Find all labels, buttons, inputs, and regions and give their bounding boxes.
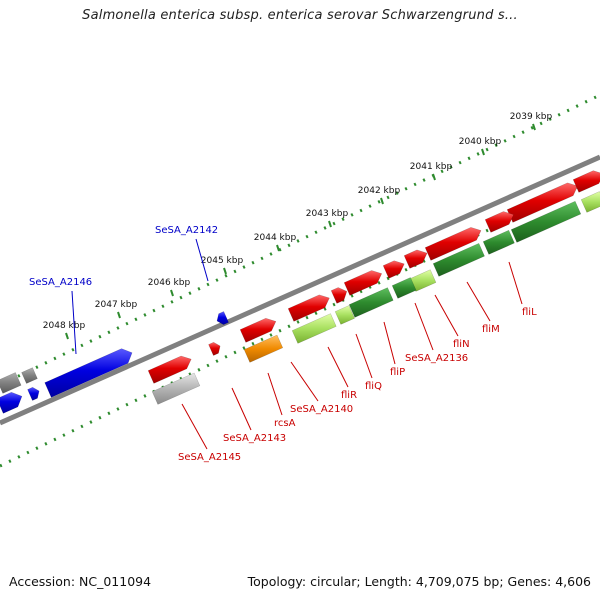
tick-label: 2042 kbp bbox=[358, 186, 401, 196]
gene-feature[interactable] bbox=[572, 170, 600, 193]
gene-label-leader bbox=[414, 302, 434, 351]
gene-label-leader bbox=[327, 346, 349, 388]
inner-tick-track bbox=[0, 174, 600, 468]
gene-feature[interactable] bbox=[506, 182, 578, 223]
gene-feature[interactable] bbox=[147, 355, 192, 384]
gene-label[interactable]: SeSA_A2146 bbox=[29, 277, 92, 288]
gene-label-leader bbox=[434, 294, 459, 337]
tick-mark bbox=[223, 267, 227, 275]
gene-feature[interactable] bbox=[21, 367, 38, 384]
gene-feature[interactable] bbox=[343, 270, 383, 296]
tick-mark bbox=[170, 289, 174, 297]
gene-feature[interactable] bbox=[151, 372, 201, 405]
tick-label: 2039 kbp bbox=[510, 112, 553, 122]
gene-feature[interactable] bbox=[580, 191, 600, 213]
gene-feature[interactable] bbox=[510, 200, 582, 243]
gene-label[interactable]: SeSA_A2136 bbox=[405, 353, 468, 364]
gene-label-leader bbox=[508, 261, 523, 305]
gene-label[interactable]: fliR bbox=[341, 390, 357, 401]
gene-features bbox=[0, 170, 600, 414]
gene-feature[interactable] bbox=[348, 287, 394, 318]
gene-label[interactable]: fliQ bbox=[365, 381, 382, 392]
map-title: Salmonella enterica subsp. enterica sero… bbox=[82, 8, 518, 23]
gene-feature[interactable] bbox=[27, 387, 40, 401]
tick-label: 2048 kbp bbox=[43, 321, 86, 331]
accession-text: Accession: NC_011094 bbox=[9, 574, 152, 589]
tick-label: 2040 kbp bbox=[459, 137, 502, 147]
tick-label: 2045 kbp bbox=[201, 256, 244, 266]
gene-feature[interactable] bbox=[334, 305, 355, 325]
tick-mark bbox=[380, 197, 384, 205]
gene-feature[interactable] bbox=[330, 287, 348, 304]
tick-mark bbox=[328, 220, 332, 228]
gene-label-leader bbox=[181, 403, 208, 450]
gene-label[interactable]: fliL bbox=[522, 307, 537, 318]
tick-mark bbox=[276, 244, 280, 252]
tick-mark bbox=[65, 332, 69, 340]
tick-marks: 2039 kbp 2040 kbp 2041 kbp 2042 kbp 2043 kbp… bbox=[43, 112, 553, 340]
outer-tick-track bbox=[0, 93, 600, 387]
gene-feature[interactable] bbox=[291, 313, 337, 344]
gene-label-leader bbox=[355, 333, 373, 379]
gene-feature[interactable] bbox=[243, 334, 284, 363]
tick-mark bbox=[432, 173, 436, 181]
tick-mark bbox=[532, 123, 536, 131]
gene-feature[interactable] bbox=[287, 294, 330, 322]
tick-mark bbox=[117, 311, 121, 319]
gene-label-leader bbox=[71, 290, 77, 355]
gene-label[interactable]: SeSA_A2140 bbox=[290, 404, 353, 415]
gene-feature[interactable] bbox=[432, 243, 485, 277]
gene-feature[interactable] bbox=[482, 229, 515, 255]
gene-feature[interactable] bbox=[403, 249, 428, 269]
gene-feature[interactable] bbox=[0, 372, 22, 394]
gene-label[interactable]: fliP bbox=[390, 367, 405, 378]
gene-feature[interactable] bbox=[239, 317, 277, 343]
gene-labels: SeSA_A2142 SeSA_A2146 fliL fliM fliN SeSA_A21… bbox=[29, 225, 537, 463]
gene-feature[interactable] bbox=[208, 342, 221, 356]
gene-feature[interactable] bbox=[216, 311, 229, 325]
gene-label[interactable]: fliN bbox=[453, 339, 470, 350]
genome-summary: Topology: circular; Length: 4,709,075 bp… bbox=[247, 574, 591, 589]
gene-label[interactable]: SeSA_A2145 bbox=[178, 452, 241, 463]
gene-label-leader bbox=[195, 238, 209, 282]
gene-label-leader bbox=[290, 361, 319, 402]
genome-backbone bbox=[0, 154, 600, 426]
tick-label: 2041 kbp bbox=[410, 162, 453, 172]
gene-feature[interactable] bbox=[391, 277, 417, 299]
gene-feature[interactable] bbox=[382, 260, 405, 279]
gene-feature[interactable] bbox=[44, 348, 133, 398]
gene-label-leader bbox=[267, 372, 283, 416]
tick-label: 2046 kbp bbox=[148, 278, 191, 288]
gene-label-leader bbox=[231, 387, 252, 431]
tick-label: 2044 kbp bbox=[254, 233, 297, 243]
gene-label[interactable]: rcsA bbox=[274, 418, 296, 429]
gene-label[interactable]: fliM bbox=[482, 324, 500, 335]
gene-label[interactable]: SeSA_A2143 bbox=[223, 433, 286, 444]
gene-feature[interactable] bbox=[484, 211, 514, 233]
gene-feature[interactable] bbox=[424, 227, 482, 261]
tick-mark bbox=[481, 148, 485, 156]
tick-label: 2047 kbp bbox=[95, 300, 138, 310]
gene-label-leader bbox=[383, 321, 396, 365]
gene-label-leader bbox=[466, 281, 491, 322]
tick-label: 2043 kbp bbox=[306, 209, 349, 219]
gene-label[interactable]: SeSA_A2142 bbox=[155, 225, 218, 236]
gene-feature[interactable] bbox=[0, 391, 23, 414]
